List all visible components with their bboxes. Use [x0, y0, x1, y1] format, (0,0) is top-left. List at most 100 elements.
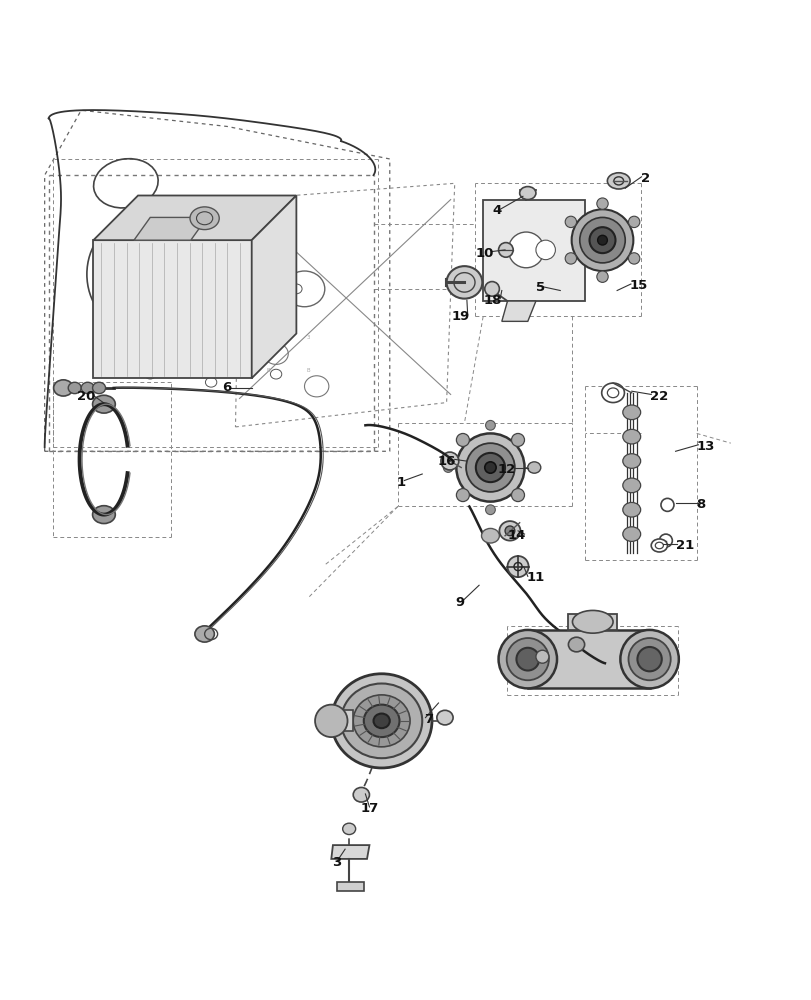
Ellipse shape — [484, 282, 499, 296]
Text: 20: 20 — [77, 390, 96, 403]
Text: 3: 3 — [307, 335, 310, 340]
Ellipse shape — [485, 505, 495, 515]
Text: 18: 18 — [483, 294, 501, 307]
Ellipse shape — [511, 489, 524, 502]
Polygon shape — [331, 710, 353, 731]
Ellipse shape — [92, 395, 115, 413]
Polygon shape — [93, 196, 296, 240]
Text: 14: 14 — [507, 529, 526, 542]
Text: 19: 19 — [451, 310, 469, 323]
Text: B: B — [266, 368, 269, 373]
Ellipse shape — [363, 705, 399, 737]
Ellipse shape — [622, 502, 640, 517]
Ellipse shape — [622, 454, 640, 468]
Ellipse shape — [659, 534, 672, 547]
Ellipse shape — [519, 187, 535, 200]
Polygon shape — [331, 845, 369, 859]
Ellipse shape — [637, 647, 661, 671]
Ellipse shape — [622, 429, 640, 444]
Ellipse shape — [475, 453, 504, 482]
Ellipse shape — [81, 382, 94, 394]
Ellipse shape — [190, 207, 219, 230]
Polygon shape — [251, 196, 296, 378]
Text: B: B — [307, 368, 310, 373]
Ellipse shape — [440, 452, 458, 470]
Ellipse shape — [54, 380, 73, 396]
Ellipse shape — [456, 489, 469, 502]
Text: 3: 3 — [332, 856, 341, 869]
Polygon shape — [483, 200, 584, 301]
Text: 10: 10 — [474, 247, 493, 260]
Ellipse shape — [596, 198, 607, 209]
Polygon shape — [93, 240, 251, 378]
Ellipse shape — [535, 650, 548, 663]
Text: 8: 8 — [696, 498, 705, 511]
Ellipse shape — [516, 648, 539, 671]
Text: 4: 4 — [492, 204, 501, 217]
Ellipse shape — [484, 462, 496, 473]
Polygon shape — [134, 217, 207, 240]
Ellipse shape — [92, 506, 115, 524]
Ellipse shape — [331, 674, 431, 768]
Ellipse shape — [622, 478, 640, 493]
Ellipse shape — [92, 382, 105, 394]
Text: 2: 2 — [282, 335, 285, 340]
Ellipse shape — [498, 243, 513, 257]
Ellipse shape — [373, 714, 389, 728]
Ellipse shape — [597, 235, 607, 245]
Text: 1: 1 — [397, 476, 406, 489]
Text: 2: 2 — [641, 172, 650, 185]
Ellipse shape — [456, 433, 469, 446]
Ellipse shape — [315, 705, 347, 737]
Text: 15: 15 — [629, 279, 646, 292]
Ellipse shape — [596, 271, 607, 282]
Ellipse shape — [579, 217, 624, 263]
Ellipse shape — [527, 463, 537, 472]
Ellipse shape — [504, 526, 514, 536]
Ellipse shape — [568, 637, 584, 652]
Ellipse shape — [342, 823, 355, 835]
Text: 5: 5 — [535, 281, 544, 294]
Text: 22: 22 — [649, 390, 667, 403]
Ellipse shape — [507, 556, 528, 577]
Ellipse shape — [660, 498, 673, 511]
Text: 13: 13 — [696, 440, 714, 453]
Ellipse shape — [571, 209, 633, 271]
Ellipse shape — [564, 253, 576, 264]
Ellipse shape — [527, 462, 540, 473]
Ellipse shape — [628, 216, 639, 228]
Polygon shape — [527, 630, 649, 688]
Ellipse shape — [628, 253, 639, 264]
Polygon shape — [337, 882, 363, 891]
Ellipse shape — [622, 527, 640, 541]
Text: 16: 16 — [437, 455, 456, 468]
Text: 12: 12 — [497, 463, 515, 476]
Ellipse shape — [628, 638, 670, 680]
Ellipse shape — [68, 382, 81, 394]
Ellipse shape — [620, 630, 678, 688]
Ellipse shape — [622, 405, 640, 420]
Ellipse shape — [601, 383, 624, 403]
Text: 11: 11 — [526, 571, 543, 584]
Ellipse shape — [650, 539, 667, 552]
Ellipse shape — [466, 443, 514, 492]
Text: 6: 6 — [222, 381, 231, 394]
Polygon shape — [568, 614, 616, 630]
Ellipse shape — [436, 710, 453, 725]
Text: 21: 21 — [675, 539, 693, 552]
Ellipse shape — [572, 610, 612, 633]
Ellipse shape — [341, 684, 422, 758]
Text: 17: 17 — [360, 802, 378, 815]
Text: 7: 7 — [423, 713, 432, 726]
Ellipse shape — [498, 630, 556, 688]
Ellipse shape — [446, 266, 482, 299]
Polygon shape — [501, 301, 535, 321]
Ellipse shape — [481, 528, 499, 543]
Ellipse shape — [564, 216, 576, 228]
Ellipse shape — [456, 433, 524, 502]
Ellipse shape — [443, 463, 453, 472]
Text: 1: 1 — [255, 302, 260, 308]
Ellipse shape — [485, 420, 495, 430]
Text: 9: 9 — [455, 596, 464, 609]
Ellipse shape — [511, 433, 524, 446]
